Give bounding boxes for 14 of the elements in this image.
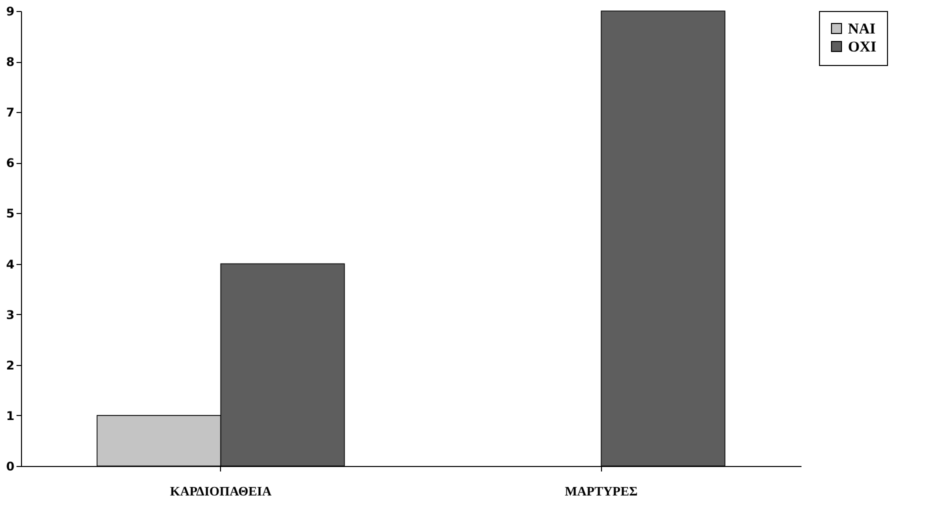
x-tick-label: ΜΑΡΤΥΡΕΣ — [564, 484, 638, 498]
y-tick-label: 3 — [6, 308, 14, 322]
y-tick-label: 7 — [6, 106, 14, 120]
y-tick-label: 5 — [6, 206, 14, 221]
y-tick-label: 1 — [6, 408, 14, 423]
y-tick-label: 6 — [6, 156, 14, 170]
y-tick-label: 0 — [6, 460, 14, 474]
legend-label: ΝΑΙ — [848, 22, 876, 38]
y-tick-label: 2 — [6, 358, 14, 372]
x-tick-label: ΚΑΡΔΙΟΠΑΘΕΙΑ — [170, 484, 272, 498]
y-tick-label: 8 — [6, 55, 14, 70]
legend-label: ΟΧΙ — [848, 40, 876, 56]
y-tick-label: 4 — [6, 257, 14, 272]
y-tick-label: 9 — [6, 4, 14, 18]
